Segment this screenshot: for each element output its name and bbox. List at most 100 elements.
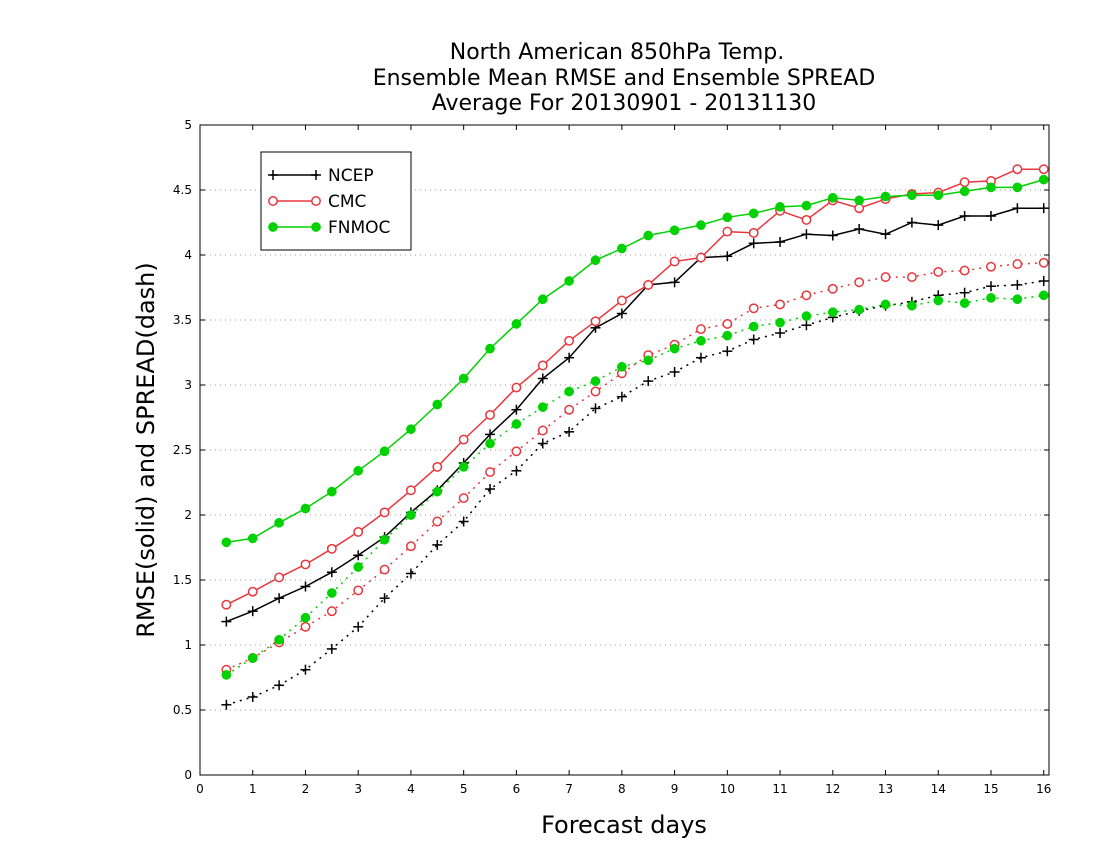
point-cmc-rmse-7 [405,485,416,496]
point-fnmoc-rmse-13 [564,276,574,286]
point-ncep-spread-16 [643,376,654,387]
point-ncep-spread-9 [458,516,469,527]
point-ncep-rmse-31 [1038,203,1049,214]
point-ncep-rmse-24 [854,224,865,234]
point-fnmoc-spread-7 [406,510,416,520]
point-ncep-spread-31 [1038,276,1049,286]
point-cmc-rmse-15 [616,295,627,306]
x-tick-label-6: 6 [513,782,521,796]
point-cmc-spread-20 [748,303,759,314]
point-fnmoc-rmse-20 [748,208,759,219]
point-ncep-rmse-17 [669,277,680,288]
point-cmc-rmse-10 [485,409,495,420]
point-cmc-spread-3 [300,621,311,632]
point-cmc-rmse-13 [564,335,575,346]
point-fnmoc-spread-3 [300,612,311,623]
point-fnmoc-rmse-4 [326,486,337,497]
point-fnmoc-spread-13 [564,386,574,397]
point-cmc-spread-21 [775,299,786,310]
point-fnmoc-spread-19 [722,330,733,341]
point-cmc-rmse-28 [959,177,970,188]
point-ncep-spread-2 [274,680,285,691]
series-markers-fnmoc-spread [221,290,1049,680]
series-line-ncep-spread [226,280,1044,706]
point-cmc-spread-5 [353,585,364,596]
point-cmc-spread-28 [959,265,970,276]
point-fnmoc-rmse-25 [880,191,891,202]
point-fnmoc-spread-11 [511,419,522,429]
point-cmc-rmse-17 [669,256,680,267]
point-fnmoc-spread-15 [617,361,627,372]
point-fnmoc-spread-16 [643,355,654,366]
point-ncep-spread-28 [959,287,970,298]
point-ncep-rmse-0 [221,616,232,627]
x-tick-label-4: 4 [407,782,415,796]
point-ncep-spread-8 [432,539,443,550]
x-tick-label-2: 2 [302,782,310,796]
point-fnmoc-spread-6 [379,534,390,545]
point-ncep-rmse-11 [511,404,522,415]
point-ncep-rmse-19 [722,251,733,262]
point-fnmoc-rmse-31 [1038,174,1049,185]
point-cmc-rmse-22 [801,214,812,225]
point-fnmoc-rmse-21 [775,202,785,212]
point-ncep-spread-4 [326,643,337,654]
y-tick-label-5: 2.5 [173,443,192,457]
point-fnmoc-rmse-8 [432,399,443,410]
point-ncep-rmse-25 [880,229,891,240]
gridlines [200,189,1049,711]
point-ncep-spread-29 [985,281,996,292]
point-fnmoc-rmse-7 [406,424,416,435]
point-ncep-rmse-22 [801,229,812,240]
point-fnmoc-spread-0 [221,670,232,680]
y-axis-label: RMSE(solid) and SPREAD(dash) [132,262,160,638]
series-line-fnmoc-spread [225,294,1044,676]
point-ncep-rmse-21 [775,237,786,247]
point-ncep-spread-13 [564,426,575,437]
x-tick-label-14: 14 [931,782,946,796]
point-cmc-spread-6 [379,564,390,575]
legend-marker-left-cmc [268,196,278,206]
series-line-cmc-spread [226,262,1044,671]
x-tick-label-8: 8 [618,782,626,796]
point-fnmoc-rmse-18 [696,220,706,230]
point-cmc-spread-14 [590,386,601,397]
point-cmc-rmse-14 [590,316,601,327]
point-cmc-rmse-1 [247,586,258,597]
point-cmc-spread-9 [458,493,469,504]
point-fnmoc-spread-31 [1038,290,1049,301]
point-cmc-rmse-5 [353,526,364,537]
series-markers-cmc-spread [221,257,1049,675]
point-ncep-spread-21 [775,328,786,338]
title-line-2: Ensemble Mean RMSE and Ensemble SPREAD [373,66,876,91]
point-fnmoc-rmse-15 [617,243,627,254]
series-markers-fnmoc-rmse [221,174,1049,548]
point-fnmoc-rmse-30 [1012,182,1023,193]
point-ncep-spread-6 [379,593,390,604]
point-ncep-spread-19 [722,346,733,357]
point-cmc-rmse-18 [696,252,706,263]
point-cmc-spread-13 [564,404,575,415]
point-cmc-rmse-19 [722,226,733,237]
legend-marker-right-cmc [311,196,321,206]
x-tick-label-9: 9 [671,782,679,796]
point-fnmoc-rmse-9 [458,373,469,384]
point-cmc-spread-8 [432,516,443,527]
point-cmc-spread-22 [801,290,812,301]
legend-marker-right-ncep [311,170,321,180]
point-ncep-spread-14 [590,403,601,414]
x-tick-label-10: 10 [720,782,735,796]
point-ncep-rmse-4 [326,567,337,578]
point-ncep-rmse-15 [616,308,627,319]
x-tick-label-15: 15 [983,782,998,796]
x-tick-label-5: 5 [460,782,468,796]
point-fnmoc-rmse-6 [379,446,390,457]
point-fnmoc-rmse-22 [801,200,812,211]
point-cmc-spread-30 [1012,259,1023,270]
point-ncep-rmse-10 [485,429,496,440]
point-cmc-spread-26 [906,272,917,283]
point-fnmoc-spread-5 [353,562,364,572]
point-ncep-spread-20 [748,334,759,345]
title-line-1: North American 850hPa Temp. [450,40,785,65]
point-fnmoc-rmse-2 [274,517,284,528]
